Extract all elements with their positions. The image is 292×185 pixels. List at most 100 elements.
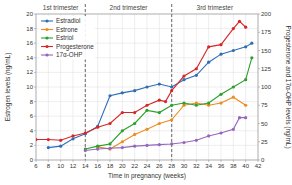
x-tick-label: 30	[181, 163, 188, 169]
y2-tick	[258, 123, 260, 124]
series-point	[195, 139, 198, 142]
y-tick-label: 20	[26, 11, 33, 17]
trimester-label: 3rd trimester	[197, 4, 234, 11]
y2-tick	[258, 105, 260, 106]
series-point	[121, 140, 124, 143]
series-point	[195, 104, 198, 107]
series-point	[133, 111, 136, 114]
series-point	[232, 49, 235, 52]
y2-tick-label: 75	[261, 102, 268, 108]
series-point	[232, 96, 235, 99]
series-point	[244, 26, 247, 29]
series-point	[47, 138, 50, 141]
series-point	[84, 131, 87, 134]
y-tick	[34, 57, 36, 58]
series-point	[47, 146, 50, 149]
x-tick-label: 40	[242, 163, 249, 169]
x-tick	[134, 160, 135, 162]
series-point	[133, 122, 136, 125]
legend-label: 17α-OHP	[56, 51, 82, 58]
y-tick	[34, 116, 36, 117]
series-point	[121, 129, 124, 132]
series-point	[96, 145, 99, 148]
y2-tick-label: 0	[261, 157, 265, 163]
legend-marker	[45, 19, 48, 22]
y2-tick-label: 125	[261, 66, 272, 72]
legend-marker	[45, 45, 48, 48]
y2-axis-label: Progesterone and 17α-OHP levels (ng/mL)	[284, 25, 292, 148]
x-tick-label: 36	[218, 163, 225, 169]
series-point	[158, 143, 161, 146]
x-tick-label: 26	[156, 163, 163, 169]
y2-tick	[258, 32, 260, 33]
y-tick	[34, 160, 36, 161]
series-point	[244, 45, 247, 48]
x-tick	[97, 160, 98, 162]
series-point	[170, 118, 173, 121]
x-tick-label: 18	[107, 163, 114, 169]
x-tick-label: 42	[255, 163, 262, 169]
series-point	[219, 131, 222, 134]
x-tick	[85, 160, 86, 162]
series-point	[133, 89, 136, 92]
x-tick-label: 20	[119, 163, 126, 169]
legend-label: Estradiol	[56, 17, 81, 24]
y-tick-label: 0	[30, 157, 34, 163]
x-axis-label: Time in pregnancy (weeks)	[108, 172, 186, 180]
series-point	[244, 104, 247, 107]
series-point	[71, 134, 74, 137]
legend-marker	[45, 36, 48, 39]
series-point	[133, 133, 136, 136]
series-point	[158, 122, 161, 125]
series-line	[36, 21, 246, 140]
y-tick-label: 14	[26, 55, 33, 61]
series-point	[145, 128, 148, 131]
series-point	[195, 74, 198, 77]
y2-tick-label: 50	[261, 121, 268, 127]
series-point	[232, 27, 235, 30]
series-point	[219, 53, 222, 56]
series-point	[121, 111, 124, 114]
y-tick	[34, 101, 36, 102]
legend-box	[39, 16, 95, 60]
x-tick	[73, 160, 74, 162]
series-point	[232, 85, 235, 88]
series-point	[158, 82, 161, 85]
series-point	[108, 142, 111, 145]
y-tick	[34, 14, 36, 15]
series-point	[36, 138, 38, 141]
x-tick-label: 28	[168, 163, 175, 169]
trimester-boundary	[171, 4, 172, 160]
series-line	[85, 58, 252, 149]
legend-label: Estrone	[56, 26, 78, 33]
y-tick-label: 8	[30, 99, 34, 105]
x-tick	[110, 160, 111, 162]
y2-tick-label: 200	[261, 11, 272, 17]
y2-tick-label: 175	[261, 29, 272, 35]
series-point	[158, 111, 161, 114]
series-point	[182, 101, 185, 104]
y-tick	[34, 130, 36, 131]
legend-label: Estriol	[56, 34, 74, 41]
x-tick-label: 10	[57, 163, 64, 169]
y2-tick-label: 25	[261, 139, 268, 145]
y-tick-label: 6	[30, 113, 34, 119]
series-point	[182, 74, 185, 77]
series-point	[108, 147, 111, 150]
x-tick	[233, 160, 234, 162]
legend-marker	[45, 28, 48, 31]
x-tick	[245, 160, 246, 162]
series-point	[96, 125, 99, 128]
series-point	[170, 142, 173, 145]
x-tick	[60, 160, 61, 162]
series-point	[195, 67, 198, 70]
y2-tick	[258, 87, 260, 88]
trimester-boundary	[171, 4, 172, 160]
series-point	[219, 43, 222, 46]
series-point	[238, 20, 241, 23]
series-point	[219, 101, 222, 104]
x-tick-label: 24	[144, 163, 151, 169]
series-point	[244, 78, 247, 81]
plot-frame	[36, 14, 258, 160]
y2-tick	[258, 160, 260, 161]
